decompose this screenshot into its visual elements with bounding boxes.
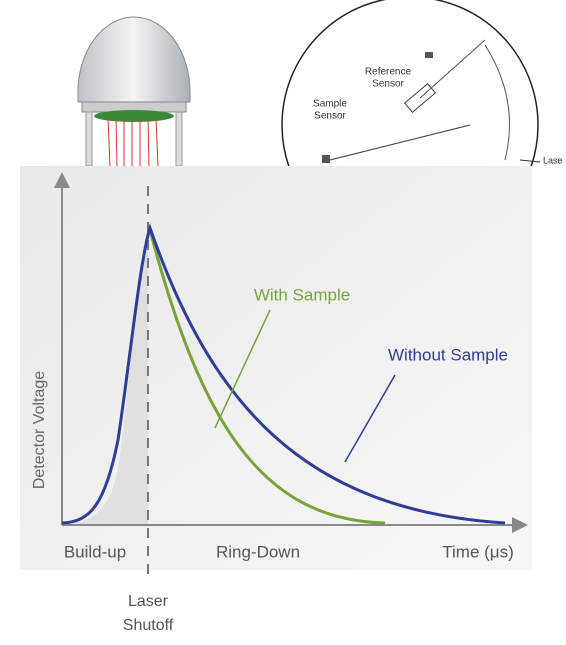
label: Sensor [314, 111, 346, 122]
label: Lase [543, 155, 563, 165]
instrument-illustration [77, 16, 191, 167]
ringdown-diagram: With Sample Without Sample Detector Volt… [20, 166, 532, 580]
label: Sensor [372, 79, 404, 90]
curve-label: With Sample [254, 285, 350, 304]
axis-label: Ring-Down [216, 542, 300, 561]
label: Reference [365, 67, 412, 78]
curve-label: Without Sample [388, 345, 508, 364]
marker-label: Shutoff [123, 617, 174, 634]
label: Sample [313, 99, 347, 110]
axis-label: Time (μs) [442, 542, 514, 561]
optical-schematic: Reference Sensor Sample Sensor [281, 0, 541, 166]
axis-label: Build-up [64, 542, 126, 561]
axis-label: Detector Voltage [31, 371, 48, 489]
marker-label: Laser [128, 593, 169, 610]
